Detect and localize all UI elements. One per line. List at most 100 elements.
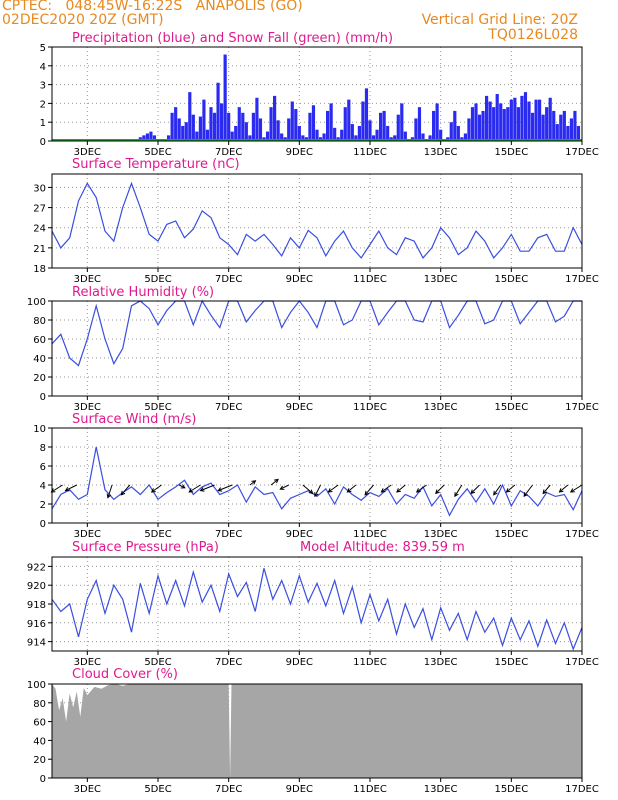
precip-bar [227, 112, 231, 141]
header-run-time: 02DEC2020 20Z (GMT) [2, 12, 164, 28]
x-tick-label: 5DEC [144, 784, 171, 795]
x-tick-label: 7DEC [215, 784, 242, 795]
wind-arrow-head [314, 492, 319, 498]
x-tick-label: 5DEC [144, 147, 171, 158]
precip-bar [467, 118, 471, 141]
precip-bar [251, 112, 255, 141]
wind-arrow [280, 484, 289, 490]
y-tick-label: 24 [33, 224, 46, 235]
wind-arrow-head [542, 489, 548, 495]
x-tick-label: 15DEC [494, 657, 528, 668]
wind-arrow-head [470, 489, 476, 495]
precip-bar [311, 105, 316, 141]
precip-bar [220, 103, 224, 141]
precip-bar [506, 107, 510, 141]
precip-bar [265, 131, 270, 141]
wind-arrow [454, 484, 463, 497]
wind-arrow [542, 484, 551, 494]
y-tick-label: 0 [40, 519, 46, 530]
y-tick-label: 18 [33, 264, 46, 275]
x-tick-label: 17DEC [565, 147, 599, 158]
x-tick-label: 11DEC [353, 529, 387, 540]
wind-arrow-head [364, 490, 370, 496]
precip-bar [463, 133, 467, 141]
precip-bar [149, 131, 153, 141]
precip-bar [170, 112, 174, 141]
precip-bar [386, 125, 390, 141]
x-tick-label: 17DEC [565, 402, 599, 413]
precip-bar [513, 97, 517, 141]
wind-arrow [249, 480, 256, 486]
precip-bar [548, 97, 552, 141]
y-tick-label: 60 [33, 335, 46, 346]
wind-arrow [200, 484, 215, 492]
wind-arrow-head [50, 488, 56, 493]
wind-arrow [470, 484, 480, 494]
precip-bar [188, 92, 192, 141]
precip-bar [538, 99, 542, 141]
y-tick-label: 918 [27, 600, 46, 611]
header-model-id: TQ0126L028 [488, 27, 578, 43]
wind-arrow-head [415, 488, 421, 493]
x-tick-label: 11DEC [353, 147, 387, 158]
wind-arrow [381, 484, 392, 493]
precip-bar [350, 124, 354, 141]
panel-rh: Relative Humidity (%) 0 20 40 60 80 100 3DEC 5DE… [27, 285, 599, 413]
wind-arrow-head [199, 487, 205, 492]
wind-arrow [120, 484, 131, 496]
wind-arrow-head [106, 493, 112, 499]
y-tick-label: 916 [27, 619, 46, 630]
precip-bar [294, 109, 298, 141]
y-tick-label: 914 [27, 638, 46, 649]
wind-arrow-head [217, 487, 223, 492]
wind-arrow-head [493, 490, 498, 496]
precip-bar [357, 125, 361, 141]
x-tick-label: 15DEC [494, 147, 528, 158]
y-tick-label: 20 [33, 373, 46, 384]
x-tick-label: 13DEC [424, 529, 458, 540]
x-tick-label: 13DEC [424, 784, 458, 795]
wind-arrow-head [396, 488, 401, 493]
wind-arrow [107, 484, 113, 498]
precip-bar [290, 101, 294, 141]
wind-arrow-head [327, 488, 333, 493]
y-tick-label: 20 [33, 755, 46, 766]
precip-bar [453, 110, 457, 141]
precip-bar [523, 92, 528, 141]
x-tick-label: 5DEC [144, 402, 171, 413]
precip-bar [191, 114, 195, 141]
x-tick-label: 11DEC [353, 402, 387, 413]
precip-bar [421, 133, 425, 141]
wind-arrow-head [120, 490, 126, 496]
y-tick-label: 922 [27, 562, 46, 573]
wind-arrow-head [308, 489, 314, 495]
precip-bar [212, 112, 217, 141]
wind-arrow [151, 484, 162, 493]
precip-bar [326, 110, 330, 141]
x-tick-label: 7DEC [215, 147, 242, 158]
wind-arrow-head [454, 492, 459, 498]
precip-bar [400, 103, 404, 141]
y-tick-label: 6 [40, 462, 46, 473]
wind-arrow [302, 484, 313, 494]
x-tick-label: 15DEC [494, 784, 528, 795]
x-tick-label: 17DEC [565, 529, 599, 540]
x-tick-label: 11DEC [353, 657, 387, 668]
y-tick-label: 60 [33, 718, 46, 729]
wind-arrow [270, 479, 279, 486]
x-tick-label: 3DEC [74, 657, 101, 668]
header-station: CPTEC: 048:45W-16:22S ANAPOLIS (GO) [2, 0, 303, 14]
precip-bar [516, 107, 520, 141]
wind-arrow [523, 484, 533, 497]
precip-bar [315, 129, 319, 141]
header-grid-line: Vertical Grid Line: 20Z [421, 12, 578, 28]
x-tick-label: 7DEC [215, 657, 242, 668]
precip-bar [488, 101, 492, 141]
precip-bar [177, 118, 181, 141]
precip-bar [174, 107, 178, 141]
precip-bar [403, 131, 407, 141]
panel-title: Relative Humidity (%) [72, 285, 214, 300]
y-tick-label: 0 [40, 392, 46, 403]
precip-bar [195, 131, 199, 141]
precip-bar [495, 94, 499, 141]
